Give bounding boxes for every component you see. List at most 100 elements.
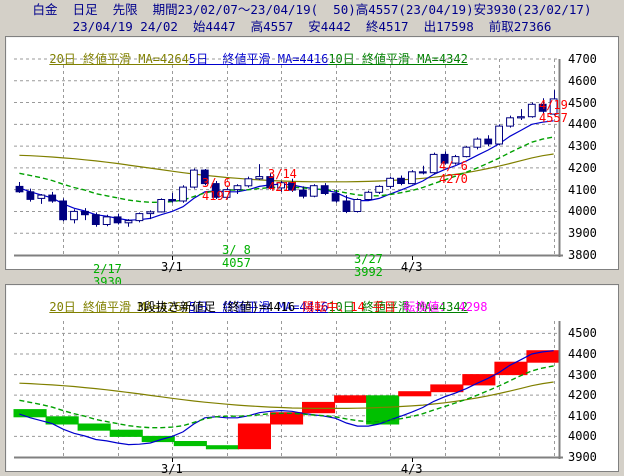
candle-body	[538, 103, 547, 112]
annotation-value: 4270	[439, 172, 468, 186]
renko-brick-up[interactable]	[462, 374, 496, 386]
candlestick[interactable]	[37, 194, 46, 204]
price-annotation-high: 4/ 6 4270	[439, 160, 468, 186]
candlestick[interactable]	[15, 182, 24, 193]
candlestick[interactable]	[135, 212, 144, 223]
renko-brick-down[interactable]	[173, 441, 207, 447]
candlestick[interactable]	[277, 180, 286, 192]
y-tick-label: 3900	[568, 450, 597, 464]
candlestick[interactable]	[48, 191, 57, 203]
candlestick[interactable]	[70, 209, 78, 224]
candlestick[interactable]	[418, 165, 427, 175]
candlestick[interactable]	[168, 192, 176, 203]
candlestick[interactable]	[527, 102, 536, 118]
candlestick[interactable]	[440, 151, 449, 165]
candlestick[interactable]	[506, 115, 514, 128]
renko-brick-up[interactable]	[398, 391, 432, 397]
renko-brick-down[interactable]	[141, 435, 175, 443]
candlestick[interactable]	[517, 109, 525, 120]
candlestick[interactable]	[113, 213, 122, 225]
candlestick[interactable]	[538, 98, 547, 114]
candlestick[interactable]	[157, 198, 166, 213]
candlestick[interactable]	[320, 183, 329, 196]
renko-plot[interactable]	[6, 317, 616, 469]
renko-brick-up[interactable]	[494, 361, 528, 376]
candle-body	[113, 216, 122, 224]
x-tick-label: 3/1	[161, 462, 183, 476]
y-tick-label: 4600	[568, 73, 597, 88]
candle-body	[26, 191, 35, 200]
candle-body	[157, 199, 166, 213]
price-annotation-low: 3/27 3992	[354, 253, 383, 279]
candle-body	[375, 185, 384, 193]
candlestick[interactable]	[408, 170, 416, 185]
renko-brick-up[interactable]	[237, 423, 271, 450]
renko-brick-down[interactable]	[205, 445, 239, 450]
candlestick[interactable]	[451, 154, 460, 165]
candlestick[interactable]	[244, 176, 253, 188]
candlestick[interactable]	[124, 219, 133, 227]
candlestick[interactable]	[211, 180, 220, 200]
main-candlestick-plot[interactable]	[6, 55, 616, 267]
candlestick[interactable]	[233, 184, 242, 195]
legend-ma20[interactable]: 20日 終値平滑 MA=4264	[49, 52, 189, 66]
candlestick[interactable]	[549, 90, 558, 116]
candlestick[interactable]	[102, 214, 111, 227]
candlestick[interactable]	[364, 190, 373, 201]
x-tick-label: 4/3	[400, 462, 423, 476]
candlestick[interactable]	[26, 188, 35, 202]
renko-brick-down[interactable]	[77, 423, 111, 431]
candlestick[interactable]	[484, 135, 493, 147]
candlestick[interactable]	[222, 187, 231, 199]
renko-brick-down[interactable]	[45, 416, 79, 425]
candlestick[interactable]	[495, 124, 504, 146]
candle-body	[255, 176, 264, 180]
candlestick[interactable]	[386, 176, 395, 189]
renko-brick-up[interactable]	[334, 395, 368, 403]
renko-brick-down[interactable]	[13, 409, 47, 418]
candlestick[interactable]	[299, 186, 307, 199]
renko-legend-ma5[interactable]: 5日 終値平滑 MA=4416	[188, 300, 329, 314]
candlestick[interactable]	[179, 185, 187, 203]
renko-ma-line-ma20	[19, 381, 554, 410]
annotation-date: 4/19	[539, 98, 568, 112]
y-tick-label: 3900	[568, 226, 597, 241]
renko-legend-ma20[interactable]: 20日 終値平滑 MA=4264	[49, 300, 189, 314]
renko-status-close: 3段抜き新値足（終値)=4416	[136, 300, 303, 314]
candlestick[interactable]	[462, 146, 471, 158]
y-tick-label: 4000	[568, 204, 597, 219]
candlestick[interactable]	[91, 212, 100, 227]
renko-brick-up[interactable]	[430, 384, 464, 393]
candlestick[interactable]	[255, 164, 264, 180]
renko-brick-up[interactable]	[270, 412, 304, 425]
annotation-value: 4057	[222, 256, 251, 270]
renko-brick-down[interactable]	[109, 429, 143, 437]
candle-body	[440, 153, 449, 164]
candlestick[interactable]	[190, 168, 198, 189]
main-price-panel[interactable]: 20日 終値平滑 MA=42645日 終値平滑 MA=441610日 終値平滑 …	[5, 36, 619, 289]
renko-panel[interactable]: 20日 終値平滑 MA=42645日 終値平滑 MA=441610日 終値平滑 …	[5, 284, 619, 476]
header-ohlc-summary: 23/04/19 24/02 始4447 高4557 安4442 終4517 出…	[0, 18, 624, 35]
candlestick[interactable]	[146, 210, 155, 220]
candlestick[interactable]	[397, 175, 405, 186]
y-tick-label: 4400	[568, 117, 597, 132]
candlestick[interactable]	[81, 208, 89, 221]
candlestick[interactable]	[288, 178, 296, 192]
candle-body	[190, 169, 198, 188]
candlestick[interactable]	[342, 195, 351, 214]
candlestick[interactable]	[375, 185, 384, 195]
candlestick[interactable]	[309, 184, 318, 198]
annotation-date: 2/17	[93, 262, 122, 276]
candle-body	[309, 185, 318, 197]
candlestick[interactable]	[429, 152, 438, 174]
candlestick[interactable]	[353, 198, 362, 213]
renko-legend-ma10[interactable]: 10日 終値平滑 MA=4342	[328, 300, 468, 314]
candlestick[interactable]	[200, 168, 209, 186]
candlestick[interactable]	[473, 137, 482, 150]
renko-brick-up[interactable]	[302, 401, 336, 414]
candlestick[interactable]	[59, 198, 68, 222]
candlestick[interactable]	[266, 173, 275, 190]
candle-body	[451, 156, 460, 164]
candle-body	[320, 185, 329, 194]
candlestick[interactable]	[331, 189, 340, 203]
